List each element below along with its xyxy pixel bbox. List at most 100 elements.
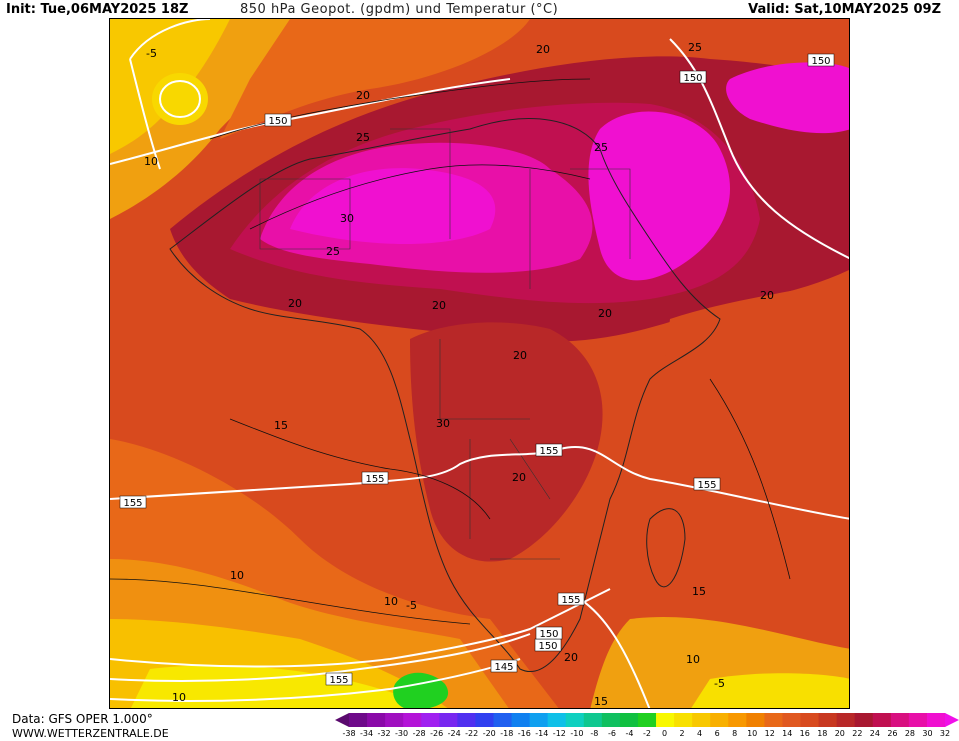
temperature-label-layer: -5 10 20 25 30 25 25 20 20 20 20 30 20 1… <box>144 41 774 708</box>
colorbar-tick-label: 30 <box>922 729 933 738</box>
colorbar-cell <box>656 713 675 727</box>
temperature-label: 10 <box>686 653 700 666</box>
temperature-colorbar <box>335 713 959 727</box>
colorbar-tick-label: 18 <box>817 729 828 738</box>
colorbar-cell <box>565 713 585 727</box>
colorbar-tick-label: -34 <box>359 729 374 738</box>
colorbar-tick-label: -24 <box>447 729 461 738</box>
colorbar-arrow-high <box>945 713 959 727</box>
colorbar-tick-label: 14 <box>782 729 793 738</box>
data-source: Data: GFS OPER 1.000° <box>12 712 153 726</box>
geopotential-label-layer: 150 150 150 150 155 155 155 155 155 150 … <box>119 53 835 686</box>
colorbar-tick-label: 22 <box>852 729 863 738</box>
isoline-145 <box>110 658 521 702</box>
colorbar-cell <box>890 713 910 727</box>
temp-zone-south-coldest <box>130 665 427 708</box>
temperature-label: -5 <box>146 47 157 60</box>
colorbar-cell <box>421 713 440 727</box>
colorbar-cell <box>908 713 928 727</box>
colorbar-cell <box>710 713 729 727</box>
colorbar-cell <box>511 713 531 727</box>
colorbar-cell <box>818 713 838 727</box>
colorbar-cell <box>764 713 783 727</box>
geopotential-label: 150 <box>683 73 702 84</box>
colorbar-cell <box>601 713 621 727</box>
colorbar-tick-label: 16 <box>799 729 810 738</box>
temperature-label: -5 <box>714 677 725 690</box>
colorbar-tick-label: 24 <box>869 729 880 738</box>
colorbar-ticks: -38 -34 -32 -30 -28 -26 -24 -22 -20 -18 -16 -14 -12-… <box>335 729 955 741</box>
geopotential-label: 155 <box>365 474 384 485</box>
colorbar-cell <box>403 713 422 727</box>
temp-zone-se-cold <box>691 673 849 708</box>
colorbar-tick-label: 4 <box>697 729 703 738</box>
valid-time: Valid: Sat,10MAY2025 09Z <box>748 2 941 17</box>
isoline-150-east <box>669 38 849 260</box>
colorbar-tick-label: -20 <box>482 729 496 738</box>
colorbar-tick-label: 12 <box>764 729 775 738</box>
country-borders <box>259 128 631 289</box>
geopotential-label: 150 <box>268 116 287 127</box>
madagascar-coastline <box>646 508 686 588</box>
colorbar-tick-label: -38 <box>342 729 356 738</box>
temperature-label: 30 <box>340 212 354 225</box>
geopotential-label: 145 <box>494 662 513 673</box>
temperature-label: 20 <box>760 289 774 302</box>
temperature-label: -5 <box>406 599 417 612</box>
colorbar-tick-label: -12 <box>552 729 566 738</box>
africa-coastline <box>169 118 721 672</box>
geopotential-label: 155 <box>123 498 142 509</box>
colorbar-tick-label: -10 <box>570 729 584 738</box>
geopotential-label: 155 <box>561 595 580 606</box>
country-borders-south <box>439 339 560 560</box>
colorbar-tick-label: -22 <box>465 729 479 738</box>
map-canvas: 150 150 150 150 155 155 155 155 155 150 … <box>110 19 849 708</box>
colorbar-cell <box>457 713 476 727</box>
colorbar-tick-label: 26 <box>887 729 898 738</box>
weather-map: 150 150 150 150 155 155 155 155 155 150 … <box>109 18 850 709</box>
temp-zone-central <box>410 322 603 562</box>
colorbar-cell <box>547 713 567 727</box>
temperature-label: 20 <box>536 43 550 56</box>
temperature-label: 10 <box>384 595 398 608</box>
temp-zone-indian-ocean <box>655 279 849 708</box>
colorbar-cell <box>439 713 458 727</box>
colorbar-tick-label: 28 <box>904 729 916 738</box>
colorbar-tick-label: 2 <box>679 729 685 738</box>
colorbar-cell <box>926 713 946 727</box>
colorbar-tick-label: -6 <box>607 729 616 738</box>
colorbar-arrow-low <box>335 713 349 727</box>
website-credit: WWW.WETTERZENTRALE.DE <box>12 727 169 740</box>
colorbar-tick-label: 20 <box>834 729 845 738</box>
colorbar-tick-label: -8 <box>590 729 599 738</box>
colorbar-tick-label: -14 <box>535 729 549 738</box>
temperature-label: 20 <box>288 297 302 310</box>
map-title: 850 hPa Geopot. (gpdm) und Temperatur (°… <box>240 2 559 17</box>
colorbar-cell <box>728 713 747 727</box>
temperature-label: 10 <box>144 155 158 168</box>
colorbar-cell <box>854 713 874 727</box>
geopotential-label: 150 <box>539 629 558 640</box>
colorbar-tick-label: -4 <box>625 729 634 738</box>
temperature-label: 25 <box>688 41 702 54</box>
colorbar-cell <box>674 713 693 727</box>
colorbar-cell <box>637 713 657 727</box>
temperature-label: 15 <box>274 419 288 432</box>
colorbar-cell <box>692 713 711 727</box>
geopotential-label: 155 <box>539 446 558 457</box>
colorbar-cell <box>583 713 603 727</box>
geopotential-label: 150 <box>811 56 830 67</box>
temperature-label: 30 <box>436 417 450 430</box>
isoline-nw-ring <box>159 80 201 118</box>
geopotential-label: 155 <box>329 675 348 686</box>
colorbar-cell <box>529 713 549 727</box>
colorbar-tick-label: -18 <box>500 729 514 738</box>
colorbar-tick-label: 32 <box>939 729 951 738</box>
temperature-label: 25 <box>594 141 608 154</box>
colorbar-tick-label: 10 <box>747 729 758 738</box>
temperature-label: 20 <box>432 299 446 312</box>
colorbar-tick-label: 0 <box>661 729 668 738</box>
colorbar-cell <box>782 713 802 727</box>
hot-core-inner <box>290 168 496 244</box>
temperature-label: 20 <box>564 651 578 664</box>
